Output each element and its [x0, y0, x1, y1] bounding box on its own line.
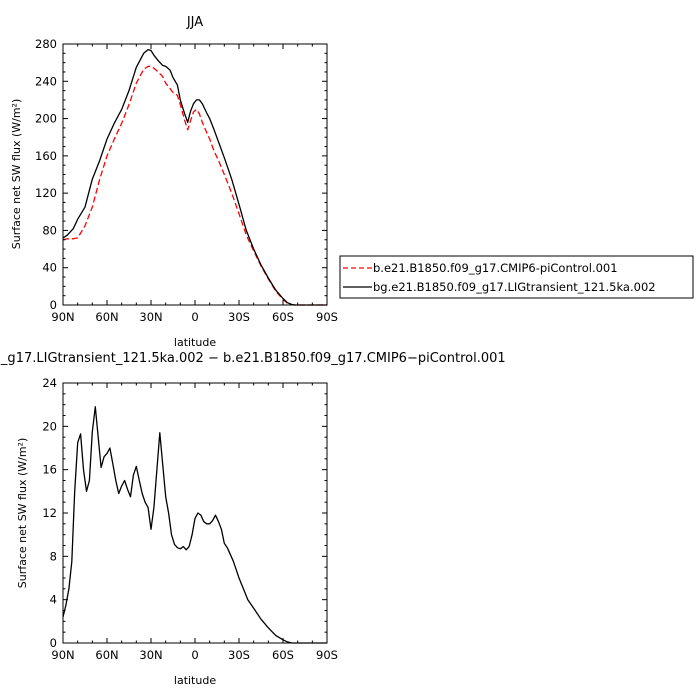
top-x-tick-label: 0 [191, 310, 198, 324]
bottom-chart-title: bg.e21.B1850.f09_g17.LIGtransient_121.5k… [0, 351, 506, 366]
top-x-tick-label: 60N [95, 310, 118, 324]
bottom-chart-panel: bg.e21.B1850.f09_g17.LIGtransient_121.5k… [0, 351, 506, 687]
top-x-tick-label: 60S [272, 310, 294, 324]
top-x-tick-label: 90S [316, 310, 338, 324]
top-x-axis-label: latitude [174, 336, 216, 349]
bottom-x-tick-label: 60S [272, 648, 294, 662]
bottom-series-line-0 [62, 406, 327, 644]
top-y-tick-label: 40 [42, 261, 57, 275]
bottom-x-tick-label: 60N [95, 648, 118, 662]
legend: b.e21.B1850.f09_g17.CMIP6-piControl.001 … [339, 255, 694, 299]
top-plot-frame [62, 43, 328, 306]
top-y-tick-label: 80 [42, 223, 57, 237]
legend-box [339, 255, 694, 299]
top-y-tick-label: 280 [35, 37, 57, 51]
top-x-tick-label: 90N [51, 310, 74, 324]
top-y-tick-label: 0 [50, 298, 57, 312]
top-x-tick-label: 30N [139, 310, 162, 324]
bottom-x-tick-label: 90S [316, 648, 338, 662]
bottom-y-tick-label: 16 [42, 463, 57, 477]
bottom-x-tick-label: 0 [191, 648, 198, 662]
bottom-x-axis-label: latitude [174, 674, 216, 687]
bottom-y-tick-label: 20 [42, 419, 57, 433]
top-y-tick-label: 240 [35, 74, 57, 88]
legend-label-picontrol: b.e21.B1850.f09_g17.CMIP6-piControl.001 [373, 261, 618, 275]
top-chart-title: JJA [186, 15, 203, 30]
top-y-tick-label: 160 [35, 149, 57, 163]
bottom-x-tick-label: 30N [139, 648, 162, 662]
bottom-x-tick-label: 30S [228, 648, 250, 662]
top-y-tick-label: 200 [35, 112, 57, 126]
bottom-x-tick-label: 90N [51, 648, 74, 662]
bottom-y-tick-label: 0 [50, 636, 57, 650]
bottom-y-tick-label: 8 [50, 549, 57, 563]
top-chart-panel: JJA 90N 60N 30N 0 30S 60S 90S 0 40 80 120 160 200 240… [10, 15, 338, 349]
top-y-tick-label: 120 [35, 186, 57, 200]
legend-label-ligtransient: bg.e21.B1850.f09_g17.LIGtransient_121.5k… [373, 280, 656, 294]
bottom-y-tick-label: 4 [50, 593, 57, 607]
top-x-tick-label: 30S [228, 310, 250, 324]
bottom-y-tick-label: 12 [42, 506, 57, 520]
top-series-line-1 [62, 48, 327, 306]
bottom-y-tick-label: 24 [42, 376, 57, 390]
top-y-axis-label: Surface net SW flux (W/m²) [10, 99, 23, 250]
bottom-plot-frame [62, 382, 328, 644]
bottom-y-axis-label: Surface net SW flux (W/m²) [16, 438, 29, 589]
